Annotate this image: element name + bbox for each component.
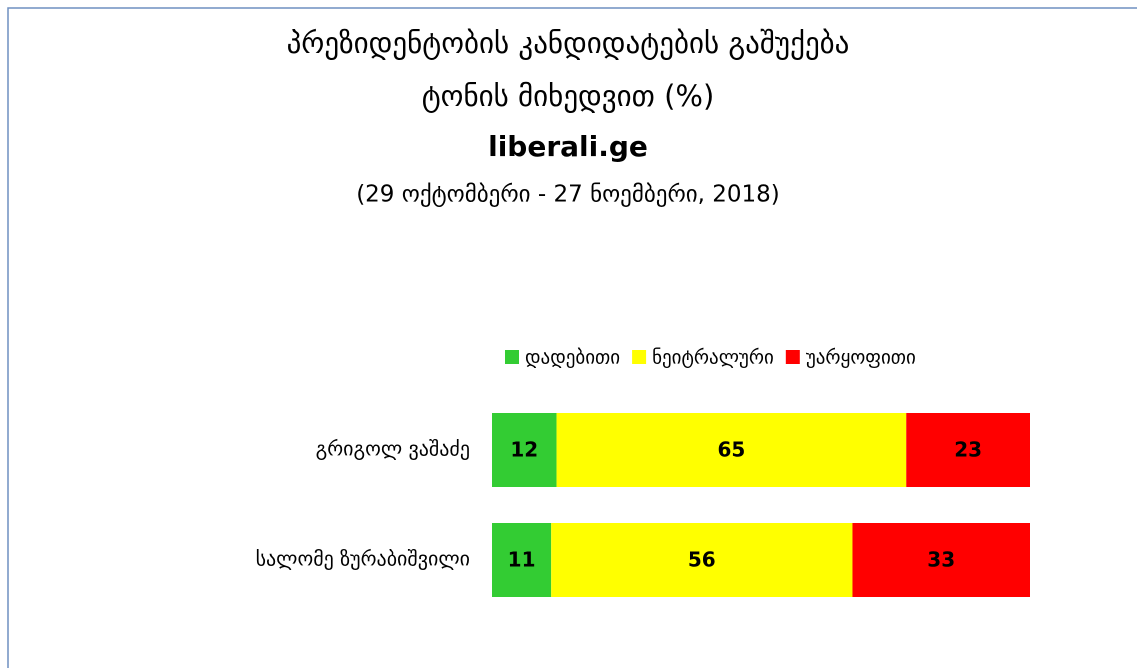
chart-subtitle: (29 ოქტომბერი - 27 ნოემბერი, 2018) [356, 182, 780, 208]
data-label: 23 [954, 438, 982, 462]
data-label: 33 [927, 548, 955, 572]
data-label: 65 [717, 438, 745, 462]
chart-source: liberali.ge [488, 130, 648, 163]
chart-title: ტონის მიხედვით (%) [422, 79, 715, 113]
bar-segment [852, 523, 1030, 597]
legend-swatch [785, 350, 800, 364]
legend-label: ნეიტრალური [652, 347, 774, 369]
category-label: გრიგოლ ვაშაძე [316, 437, 470, 461]
data-label: 11 [508, 548, 536, 572]
data-label: 56 [688, 548, 716, 572]
chart-title: პრეზიდენტობის კანდიდატების გაშუქება [287, 26, 850, 60]
bar-segment [906, 413, 1030, 487]
bar-segment [551, 523, 853, 597]
legend-label: დადებითი [525, 347, 620, 369]
bar-segment [492, 523, 552, 597]
category-label: სალომე ზურაბიშვილი [256, 547, 470, 571]
legend-swatch [632, 350, 647, 364]
bar-segment [556, 413, 907, 487]
legend-label: უარყოფითი [806, 347, 916, 369]
bar-segment [492, 413, 557, 487]
data-label: 12 [510, 438, 538, 462]
legend-swatch [505, 350, 519, 364]
